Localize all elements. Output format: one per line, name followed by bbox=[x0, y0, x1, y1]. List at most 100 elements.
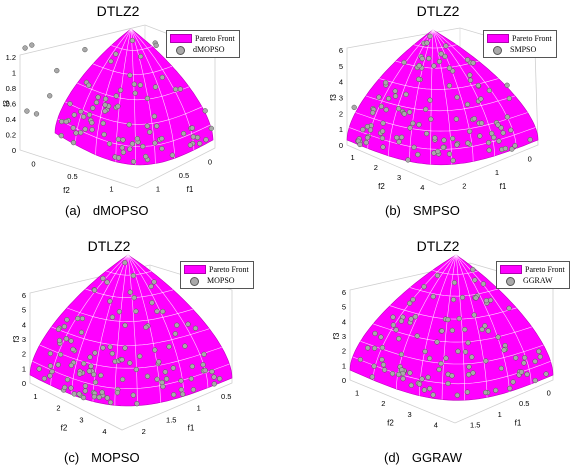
data-point bbox=[178, 378, 184, 384]
z-tick-label: 3 bbox=[22, 335, 26, 344]
data-point bbox=[443, 355, 449, 361]
z-axis-label: f3 bbox=[329, 94, 338, 101]
data-point bbox=[190, 387, 197, 393]
data-point bbox=[70, 139, 77, 146]
data-point bbox=[396, 371, 402, 378]
data-point bbox=[392, 88, 398, 94]
data-point bbox=[436, 58, 443, 65]
data-point bbox=[47, 93, 53, 99]
data-point bbox=[119, 145, 125, 151]
data-point bbox=[441, 137, 447, 143]
data-point bbox=[113, 51, 119, 57]
data-point bbox=[24, 108, 30, 114]
data-point bbox=[399, 134, 405, 140]
data-point bbox=[100, 120, 106, 126]
data-point bbox=[189, 363, 195, 370]
surface-grid-longitude bbox=[127, 254, 185, 397]
data-point bbox=[423, 130, 430, 137]
data-point bbox=[456, 315, 462, 322]
data-point bbox=[478, 120, 485, 126]
data-point bbox=[379, 345, 386, 351]
data-point bbox=[57, 351, 64, 358]
caption-name: dMOPSO bbox=[92, 203, 149, 218]
legend: Pareto Front dMOPSO bbox=[166, 30, 240, 58]
surface-grid-longitude bbox=[50, 254, 129, 386]
x-tick-label: 1.5 bbox=[166, 415, 176, 424]
legend-entry-pareto-front: Pareto Front bbox=[184, 264, 249, 275]
data-point bbox=[133, 366, 139, 373]
z-axis-label: f3 bbox=[12, 335, 21, 342]
data-point bbox=[154, 376, 160, 382]
data-point bbox=[398, 318, 405, 324]
caption-name: MOPSO bbox=[91, 450, 140, 465]
data-point bbox=[450, 157, 456, 164]
data-point bbox=[455, 348, 461, 354]
pareto-front-surface bbox=[29, 254, 233, 407]
data-point bbox=[56, 337, 63, 344]
data-point bbox=[407, 300, 413, 306]
data-point bbox=[466, 372, 472, 378]
y-tick-label: 4 bbox=[434, 421, 438, 430]
data-point bbox=[408, 382, 414, 388]
data-point bbox=[389, 371, 396, 377]
data-point bbox=[133, 308, 139, 314]
data-point bbox=[70, 125, 76, 131]
z-tick-label: 0.4 bbox=[6, 115, 16, 124]
data-point bbox=[79, 315, 86, 322]
data-point bbox=[478, 96, 484, 102]
data-point bbox=[393, 327, 399, 333]
data-point bbox=[160, 308, 166, 315]
caption-name: SMPSO bbox=[412, 203, 460, 218]
data-point bbox=[68, 338, 74, 344]
data-point bbox=[446, 83, 453, 89]
data-point bbox=[449, 327, 455, 334]
z-tick-label: 0 bbox=[12, 146, 16, 155]
legend-entry-pareto-front: Pareto Front bbox=[500, 264, 565, 275]
data-point bbox=[465, 340, 471, 346]
z-tick-label: 6 bbox=[342, 288, 346, 297]
surface-grid-latitude bbox=[432, 270, 478, 275]
panel-smpso: DTLZ2 0 1 2 3 4 5 6 f3 1 2 3 4 f2 0 1 2 f1 Pareto Front … bbox=[285, 0, 571, 235]
data-point bbox=[71, 112, 77, 118]
data-point bbox=[127, 72, 133, 78]
data-point bbox=[194, 134, 201, 141]
data-point bbox=[406, 109, 413, 115]
legend: Pareto Front SMPSO bbox=[483, 30, 557, 58]
data-point bbox=[385, 95, 392, 102]
data-point bbox=[71, 391, 77, 397]
surface-grid-longitude bbox=[432, 29, 453, 165]
caption: (a) dMOPSO bbox=[65, 203, 149, 218]
data-point bbox=[371, 363, 377, 369]
data-point bbox=[134, 136, 140, 142]
caption-letter: (a) bbox=[65, 203, 81, 218]
data-point bbox=[36, 366, 42, 372]
x-tick-label: 1 bbox=[498, 410, 502, 419]
caption-letter: (b) bbox=[385, 203, 401, 218]
legend-marker-icon bbox=[500, 276, 520, 286]
data-point bbox=[102, 108, 108, 114]
data-point bbox=[55, 362, 61, 368]
data-point bbox=[381, 367, 388, 373]
data-point bbox=[102, 96, 109, 102]
data-point bbox=[421, 387, 428, 393]
data-point bbox=[131, 295, 137, 301]
data-point bbox=[82, 383, 89, 389]
data-point bbox=[394, 134, 400, 141]
z-axis-label: f3 bbox=[2, 100, 11, 107]
surface-grid-latitude bbox=[373, 323, 532, 343]
x-axis-label: f1 bbox=[515, 419, 522, 428]
data-point bbox=[411, 144, 417, 150]
data-point bbox=[182, 343, 188, 349]
caption: (d) GGRAW bbox=[384, 450, 462, 465]
data-point bbox=[202, 108, 208, 114]
legend: Pareto Front MOPSO bbox=[180, 261, 254, 289]
data-point bbox=[532, 358, 538, 365]
data-point bbox=[427, 33, 433, 39]
surface-grid-latitude bbox=[39, 344, 222, 369]
x-tick-label: 1 bbox=[495, 168, 499, 177]
x-tick-label: 2 bbox=[462, 181, 466, 190]
caption-name: GGRAW bbox=[411, 450, 462, 465]
data-point bbox=[113, 93, 119, 99]
